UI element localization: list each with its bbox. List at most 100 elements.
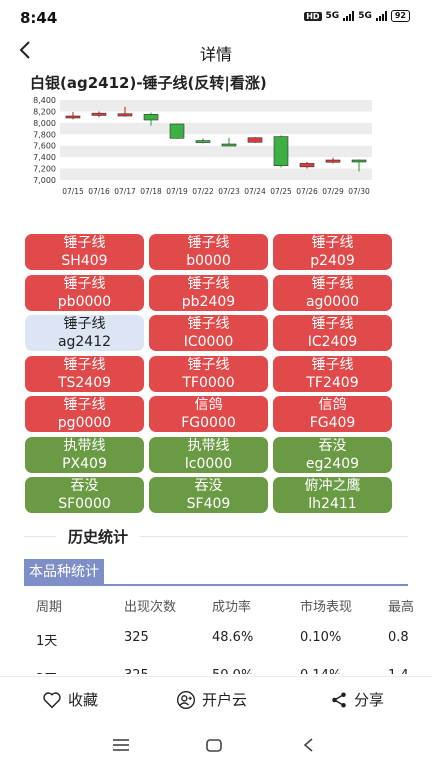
table-row: 1天 325 48.6% 0.10% 0.8: [24, 620, 432, 656]
pattern-button[interactable]: 俯冲之鹰 lh2411: [273, 477, 392, 513]
bottom-action-bar: 收藏 开户云 分享: [0, 676, 432, 723]
menu-icon[interactable]: [113, 739, 129, 751]
contract-code: TS2409: [57, 374, 112, 391]
home-icon[interactable]: [206, 739, 222, 752]
pattern-button[interactable]: 锤子线 ag2412: [25, 315, 144, 351]
contract-code: SH409: [61, 253, 108, 269]
candle-body: [195, 140, 211, 143]
x-tick-label: 07/16: [88, 187, 110, 196]
contract-code: b0000: [186, 253, 231, 269]
pattern-button[interactable]: 锤子线 p2409: [273, 234, 392, 270]
tab-underline: [24, 584, 408, 586]
favorite-label: 收藏: [68, 691, 99, 709]
candle-body: [221, 143, 237, 147]
x-tick-label: 07/25: [270, 187, 292, 196]
pattern-button[interactable]: 锤子线 pg0000: [25, 396, 144, 432]
table-cell: 1.4: [388, 668, 409, 674]
back-nav-icon[interactable]: [302, 738, 314, 752]
pattern-name: 吞没: [194, 478, 223, 494]
pattern-button[interactable]: 锤子线 pb2409: [149, 274, 268, 311]
x-tick-label: 07/15: [62, 187, 84, 196]
pattern-button[interactable]: 执带线 PX409: [25, 436, 144, 473]
back-arrow-icon[interactable]: [14, 38, 38, 62]
share-button[interactable]: 分享: [330, 689, 384, 710]
open-account-button[interactable]: 开户云: [176, 689, 247, 710]
pattern-name: 锤子线: [311, 235, 354, 251]
stats-table: 周期 出现次数 成功率 市场表现 最高 1天 325 48.6% 0.10% 0.8 2天 325 50…: [24, 586, 432, 674]
pattern-name: 锤子线: [187, 235, 230, 251]
candle-body: [325, 159, 341, 163]
system-nav-bar: [0, 722, 432, 768]
contract-code: lh2411: [308, 496, 357, 512]
pattern-button[interactable]: 锤子线 b0000: [149, 234, 268, 270]
contract-code: PX409: [62, 455, 107, 472]
pattern-name: 锤子线: [63, 235, 106, 251]
pattern-button[interactable]: 锤子线 IC2409: [273, 315, 392, 351]
pattern-button[interactable]: 锤子线 TF0000: [149, 355, 268, 392]
share-label: 分享: [354, 691, 385, 709]
x-tick-label: 07/24: [244, 187, 266, 196]
share-icon: [332, 692, 346, 707]
status-bar: 8:44 HD 5G 5G 92: [0, 0, 432, 36]
candle-body: [143, 113, 159, 121]
column-header: 成功率: [212, 600, 252, 615]
candle-body: [91, 112, 107, 116]
contract-code: TF0000: [182, 374, 235, 391]
tab-product-stats[interactable]: 本品种统计: [24, 559, 104, 585]
table-cell: 1天: [36, 634, 58, 649]
pattern-name: 锤子线: [311, 356, 354, 373]
pattern-button[interactable]: 信鸽 FG0000: [149, 396, 268, 432]
pattern-button[interactable]: 吞没 SF0000: [25, 477, 144, 513]
x-tick-label: 07/17: [114, 187, 136, 196]
candle-body: [117, 113, 133, 117]
pattern-name: 执带线: [187, 437, 230, 454]
history-section-header: 历史统计: [0, 522, 432, 552]
contract-code: IC0000: [183, 334, 234, 350]
status-time: 8:44: [20, 9, 58, 27]
contract-code: pg0000: [57, 415, 112, 431]
pattern-name: 锤子线: [63, 356, 106, 373]
candlestick-chart: 8,400 8,200 8,000 7,800 7,600 7,400 7,200 7,000…: [33, 96, 372, 196]
x-tick-label: 07/18: [140, 187, 162, 196]
contract-code: pb2409: [181, 293, 236, 310]
table-row: 2天 325 50.0% 0.14% 1.4: [24, 658, 432, 674]
account-icon: [177, 690, 195, 709]
pattern-button[interactable]: 锤子线 SH409: [25, 234, 144, 270]
contract-code: p2409: [310, 253, 355, 269]
x-tick-label: 07/30: [348, 187, 370, 196]
pattern-name: 锤子线: [187, 316, 230, 332]
pattern-button[interactable]: 锤子线 pb0000: [25, 274, 144, 311]
pattern-button[interactable]: 执带线 lc0000: [149, 436, 268, 473]
pattern-name: 俯冲之鹰: [304, 478, 361, 494]
battery-icon: 92: [390, 10, 410, 22]
pattern-button[interactable]: 吞没 SF409: [149, 477, 268, 513]
pattern-button[interactable]: 信鸽 FG409: [273, 396, 392, 432]
pattern-name: 锤子线: [63, 397, 106, 413]
pattern-name: 吞没: [70, 478, 99, 494]
pattern-button[interactable]: 锤子线 ag0000: [273, 274, 392, 311]
grid-band: [60, 168, 372, 180]
pattern-name: 锤子线: [187, 275, 230, 292]
y-tick-label: 7,000: [33, 176, 56, 185]
candle-body: [351, 159, 367, 163]
history-section-title: 历史统计: [56, 526, 141, 547]
pattern-name: 锤子线: [311, 275, 354, 292]
pattern-name: 锤子线: [187, 356, 230, 373]
x-tick-label: 07/26: [296, 187, 318, 196]
table-cell: 2天: [36, 668, 57, 674]
y-tick-label: 8,400: [33, 96, 56, 105]
heart-icon: [43, 691, 61, 708]
network-type-1: 5G: [325, 11, 340, 21]
favorite-button[interactable]: 收藏: [42, 689, 98, 710]
y-tick-label: 7,800: [33, 130, 56, 139]
table-cell: 0.10%: [300, 630, 342, 645]
pattern-button[interactable]: 锤子线 TS2409: [25, 355, 144, 392]
grid-band: [60, 122, 372, 135]
pattern-button[interactable]: 锤子线 IC0000: [149, 315, 268, 351]
pattern-button[interactable]: 锤子线 TF2409: [273, 355, 392, 392]
contract-code: SF0000: [58, 496, 111, 512]
pattern-button[interactable]: 吞没 eg2409: [273, 436, 392, 473]
section-divider: [24, 536, 408, 537]
candle-body: [247, 137, 263, 143]
contract-code: ag2412: [57, 334, 112, 350]
